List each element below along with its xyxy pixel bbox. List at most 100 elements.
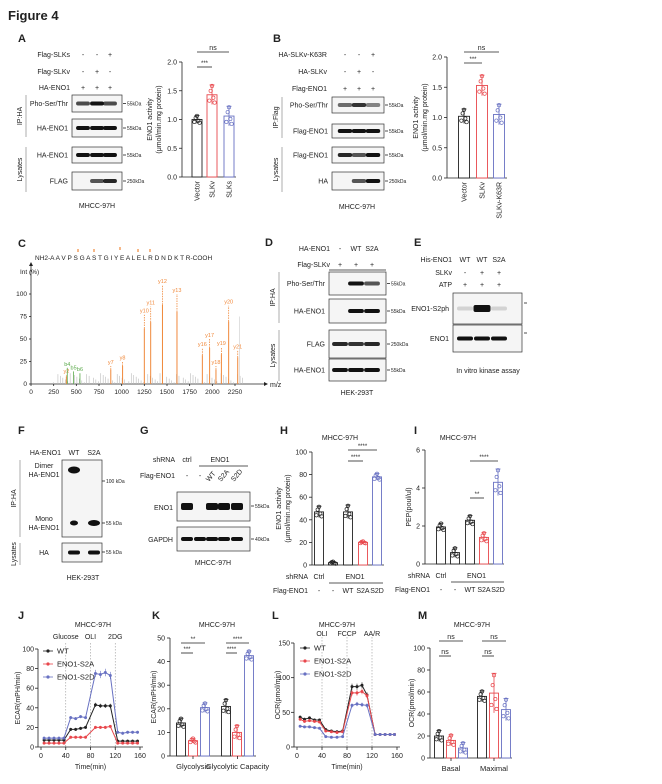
y-axis-label: PEP(poul/ul) xyxy=(406,487,413,526)
y-ion-label: y17 xyxy=(205,333,214,339)
data-point xyxy=(505,710,510,715)
blot-band xyxy=(206,503,218,510)
x-tick-label: 1500 xyxy=(160,389,175,396)
y-tick-label: 6 xyxy=(416,448,420,455)
y-tick-label: 100 xyxy=(22,647,34,654)
blot-band xyxy=(68,466,80,474)
y-tick-label: 100 xyxy=(278,675,290,682)
data-point xyxy=(237,736,242,741)
panel-label: G xyxy=(140,425,149,437)
y-tick-label: 0.0 xyxy=(432,176,442,183)
data-point xyxy=(313,726,316,730)
data-point xyxy=(482,91,487,96)
data-point xyxy=(481,531,487,536)
data-point xyxy=(470,522,475,527)
data-point xyxy=(350,703,354,707)
treatment-sign: S2D xyxy=(230,468,244,483)
data-point xyxy=(121,731,125,735)
data-point xyxy=(176,723,181,728)
blot-band xyxy=(76,126,90,130)
injection-label: OLI xyxy=(316,631,327,638)
data-point xyxy=(108,724,112,728)
data-point xyxy=(79,735,83,739)
molecular-weight-marker: 55kDa xyxy=(391,368,406,374)
blot-label: HA-ENO1 xyxy=(37,126,68,133)
data-point xyxy=(121,741,125,745)
legend-marker xyxy=(303,646,307,650)
ip-label: IP:HA xyxy=(17,107,24,126)
legend-marker xyxy=(46,675,50,679)
molecular-weight-marker: 250kDa xyxy=(389,179,406,185)
blot-band xyxy=(332,342,348,346)
data-point xyxy=(348,515,353,520)
data-point xyxy=(225,706,230,711)
data-point xyxy=(98,704,102,708)
data-point xyxy=(47,736,51,740)
bar xyxy=(200,707,210,757)
data-point xyxy=(494,118,499,123)
data-point xyxy=(502,703,507,708)
x-tick-label: 750 xyxy=(94,389,105,396)
data-point xyxy=(52,736,56,740)
y-axis-label: ECAR(mPH/min) xyxy=(151,671,158,724)
chart-title: MHCC-97H xyxy=(199,622,235,629)
data-point xyxy=(313,719,316,723)
data-point xyxy=(52,741,56,745)
treatment-sign: + xyxy=(371,86,375,93)
x-tick-label: 40 xyxy=(318,753,326,760)
blot-band xyxy=(70,520,78,526)
blot-band xyxy=(364,281,380,286)
significance-label: **** xyxy=(358,444,368,450)
data-point xyxy=(42,741,46,745)
x-tick-label: Glycolysis xyxy=(176,762,210,771)
blot-band xyxy=(206,537,218,541)
x-tick-label: 1000 xyxy=(114,389,129,396)
treatment-sign: + xyxy=(497,282,501,289)
x-tick-label: 120 xyxy=(366,753,378,760)
blot-band xyxy=(351,103,367,107)
y-tick-label: 1.0 xyxy=(432,115,442,122)
data-point xyxy=(126,741,130,745)
blot-label: Pho-Ser/Thr xyxy=(290,103,329,110)
treatment-sign: + xyxy=(480,282,484,289)
data-point xyxy=(116,741,120,745)
blot-band xyxy=(351,129,367,133)
treatment-sign: S2A xyxy=(365,246,379,253)
y-tick-label: 0.5 xyxy=(167,146,177,153)
x-axis-label: Time(min) xyxy=(331,764,362,771)
treatment-sign: - xyxy=(199,473,202,480)
blot-band xyxy=(337,153,353,157)
series-line xyxy=(44,704,138,742)
data-point xyxy=(225,110,230,115)
data-point xyxy=(57,736,61,740)
data-point xyxy=(136,730,140,734)
shrna-group: ENO1 xyxy=(345,574,364,581)
molecular-weight-marker: 250kDa xyxy=(391,342,408,348)
y-tick-label: 60 xyxy=(417,690,425,697)
blot-band xyxy=(348,309,364,313)
bar xyxy=(436,526,446,565)
cell-line-label: MHCC-97H xyxy=(79,203,115,210)
data-point xyxy=(57,741,61,745)
blot-band xyxy=(218,503,230,510)
injection-label: 2DG xyxy=(108,634,122,641)
x-tick-label: 2250 xyxy=(228,389,243,396)
data-point xyxy=(479,689,485,694)
flag-row-value: S2A xyxy=(356,588,370,595)
injection-label: FCCP xyxy=(337,631,356,638)
treatment-sign: S2A xyxy=(492,257,506,264)
data-point xyxy=(484,539,489,544)
treatment-label: HA-ENO1 xyxy=(39,85,70,92)
lysates-label: Lysates xyxy=(273,157,280,181)
data-point xyxy=(479,538,484,543)
data-point xyxy=(197,120,202,125)
data-point xyxy=(498,490,503,495)
data-point xyxy=(459,118,464,123)
legend-label: ENO1-S2A xyxy=(314,657,351,666)
flag-row-value: - xyxy=(318,588,321,595)
data-point xyxy=(192,119,197,124)
band-label: HA xyxy=(39,550,49,557)
y-tick-label: 50 xyxy=(157,636,165,643)
significance-label: ns xyxy=(441,649,449,656)
